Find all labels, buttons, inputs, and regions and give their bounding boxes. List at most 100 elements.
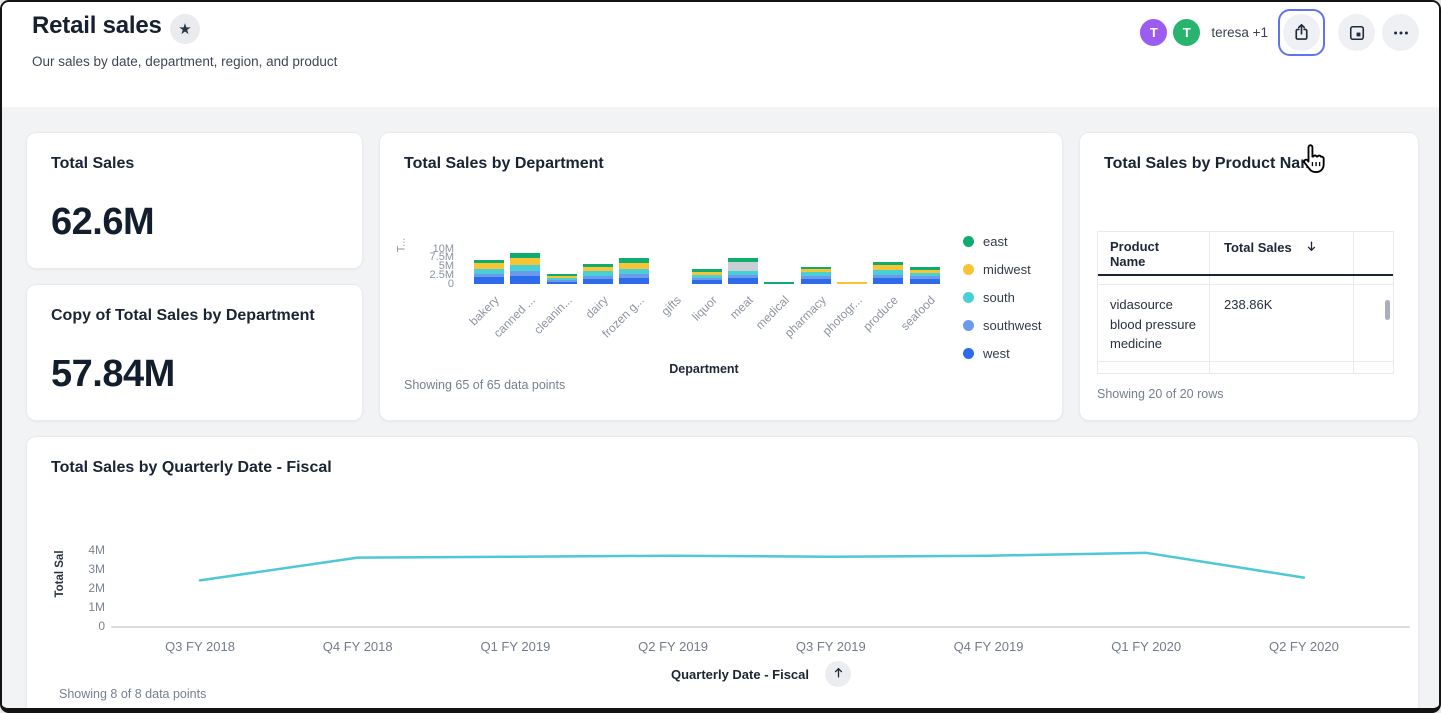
panel-button[interactable] [1338,14,1375,51]
chart-title: Total Sales by Department [404,155,604,172]
bar-segment-west [873,277,904,284]
y-tick-label: 0 [447,277,454,290]
table-title: Total Sales by Product Name [1104,155,1324,172]
bar-segment-west [474,277,504,284]
table-row-partial [1098,361,1393,373]
table-row-partial [1098,276,1393,285]
column-header-total-sales[interactable]: Total Sales [1210,232,1354,274]
kpi-title: Total Sales [51,155,135,172]
bar-segment-midwest [546,276,577,278]
share-icon [1291,22,1312,43]
line-chart-plot[interactable] [111,537,1411,629]
x-tick-label: Q1 FY 2019 [480,639,551,654]
bar-segment-midwest [909,270,940,273]
kpi-value: 57.84M [51,353,175,395]
y-tick-label: 1M [88,600,105,614]
bar-segment-unlabeled [728,261,759,272]
table-row[interactable]: vidasource blood pressure medicine 238.86… [1098,285,1393,362]
bar-cleanin[interactable] [546,274,577,284]
bar-produce[interactable] [873,261,904,284]
bar-category-label: dairy [582,293,611,322]
column-header-empty [1354,232,1393,274]
legend-swatch [963,348,974,359]
collaborators-label: teresa +1 [1211,25,1268,40]
avatar[interactable]: T [1171,17,1203,48]
bar-segment-midwest [691,271,722,275]
bar-seafood[interactable] [909,267,940,284]
bar-segment-west [546,282,577,284]
x-tick-label: Q3 FY 2019 [795,639,866,654]
legend-item-west[interactable]: west [963,346,1042,361]
bar-bakery[interactable] [474,259,504,284]
bar-segment-south [474,268,504,274]
bar-segment-midwest [873,265,904,271]
share-button[interactable] [1283,14,1320,51]
bar-segment-south [546,278,577,280]
bar-meat[interactable] [728,258,759,284]
bar-chart-y-axis: 0 2.5M 5M 7.5M 10M [410,243,454,289]
bar-medical[interactable] [764,282,795,284]
bar-segment-southwest [909,276,940,279]
x-tick-label: Q3 FY 2018 [165,639,235,654]
legend-item-south[interactable]: south [963,290,1042,305]
column-header-product-name[interactable]: Product Name [1098,232,1210,274]
bar-canned[interactable] [510,252,541,284]
cell-empty [1354,285,1393,361]
bar-category-label: liquor [689,293,720,324]
bar-segment-south [691,274,722,278]
legend-item-east[interactable]: east [963,234,1042,249]
bar-category-label: cleanin... [530,293,575,337]
bar-frozen-g[interactable] [619,258,650,284]
bar-segment-east [728,258,759,262]
legend-swatch [963,236,974,247]
bar-category-label: meat [727,293,756,322]
kpi-card-total-sales: Total Sales 62.6M [26,132,363,269]
avatar[interactable]: T [1138,17,1170,48]
y-tick-label: 0 [98,619,105,633]
bar-liquor[interactable] [691,269,722,284]
line-chart-y-axis: 0 1M 2M 3M 4M [71,537,105,632]
cell-product-name: vidasource blood pressure medicine [1098,285,1210,361]
y-tick-label: 4M [88,543,105,557]
bar-photogr[interactable] [837,282,867,284]
bar-segment-east [764,282,795,284]
share-button-focus-ring [1278,9,1325,56]
line-chart-x-axis-title-row: Quarterly Date - Fiscal [111,661,1411,687]
bar-segment-southwest [474,273,504,277]
bar-segment-east [619,258,650,264]
line-chart-y-axis-title: Total Sal [54,550,66,598]
bar-segment-east [510,252,541,259]
bar-segment-southwest [582,275,613,280]
bar-chart-plot[interactable] [474,249,944,284]
kpi-value: 62.6M [51,201,155,243]
y-tick-label: 2M [88,581,105,595]
bar-segment-east [474,259,504,264]
bar-segment-east [800,266,831,269]
kpi-card-copy-total-sales-by-department: Copy of Total Sales by Department 57.84M [26,284,363,421]
bar-segment-west [582,279,613,284]
legend-swatch [963,292,974,303]
bar-segment-east [582,263,613,267]
bar-segment-midwest [619,263,650,269]
bar-pharmacy[interactable] [800,266,831,284]
legend-label: west [983,346,1010,361]
bar-segment-south [800,271,831,277]
bar-segment-southwest [619,274,650,278]
more-options-button[interactable] [1382,14,1419,51]
chart-title: Total Sales by Quarterly Date - Fiscal [51,459,332,476]
y-tick-label: 5M [438,260,454,272]
bar-segment-south [510,264,541,272]
sort-ascending-button[interactable] [825,661,851,687]
bar-segment-west [909,278,940,284]
legend-item-midwest[interactable]: midwest [963,262,1042,277]
bar-segment-midwest [474,263,504,269]
sort-descending-icon[interactable] [1305,240,1318,256]
bar-segment-south [582,271,613,276]
chart-card-total-sales-by-department: Total Sales by Department T... 0 2.5M 5M 7.… [379,132,1063,421]
table-scrollbar-thumb[interactable] [1385,300,1390,320]
bar-dairy[interactable] [582,263,613,284]
legend-item-southwest[interactable]: southwest [963,318,1042,333]
favorite-star-icon[interactable]: ★ [170,14,200,44]
x-tick-label: Q1 FY 2020 [1111,639,1182,654]
line-chart-x-axis: Q3 FY 2018 Q4 FY 2018 Q1 FY 2019 Q2 FY 2019… [111,639,1411,655]
